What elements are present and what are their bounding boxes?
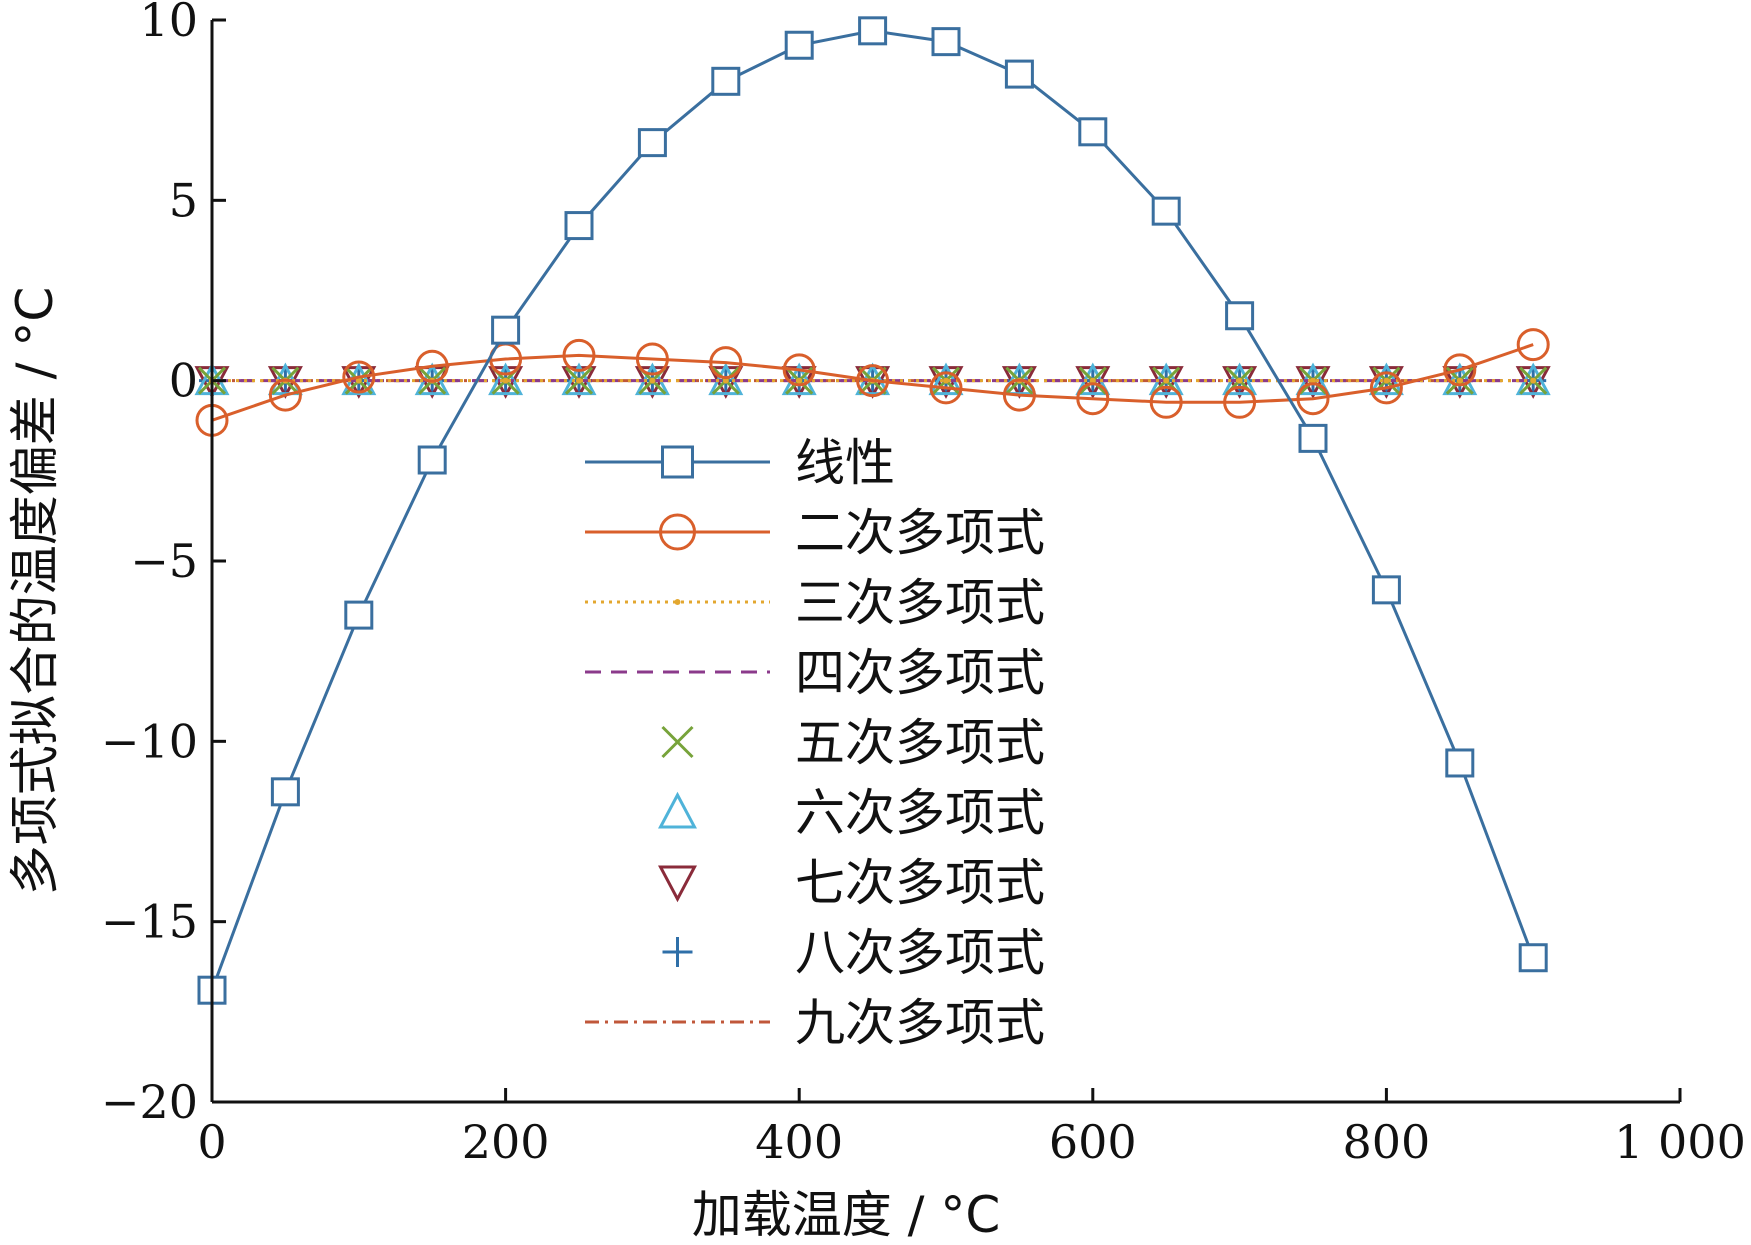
legend-entry: 六次多项式 xyxy=(658,784,1045,842)
series-1-point xyxy=(637,128,667,158)
y-tick-label: −15 xyxy=(101,895,198,949)
legend-entry: 八次多项式 xyxy=(662,924,1045,982)
series-1-point xyxy=(931,27,961,57)
series-1-point xyxy=(417,445,447,475)
series-2-point xyxy=(268,378,302,412)
series-3-point xyxy=(943,377,949,384)
series-3-point xyxy=(355,377,362,384)
y-tick-label: 0 xyxy=(169,354,198,408)
series-3-point xyxy=(1383,377,1390,384)
series-1 xyxy=(197,16,1548,1005)
legend-label: 三次多项式 xyxy=(795,574,1045,632)
legend-label: 线性 xyxy=(795,434,895,492)
series-1-point xyxy=(1298,423,1328,453)
series-2-point xyxy=(709,346,743,380)
legend-marker xyxy=(658,865,697,903)
series-3-point xyxy=(796,377,803,384)
series-2-point xyxy=(1443,353,1477,387)
series-2-point xyxy=(342,360,376,394)
series-1-point xyxy=(1371,575,1401,605)
series-2-point xyxy=(782,353,816,387)
y-tick-label: 5 xyxy=(169,173,198,227)
series-2-point xyxy=(1076,382,1110,416)
series-3-point xyxy=(1456,377,1463,384)
series-2-point xyxy=(635,342,669,376)
series-1-point xyxy=(1445,748,1475,778)
legend-marker xyxy=(658,791,697,829)
y-tick-label: −10 xyxy=(101,714,198,768)
series-3 xyxy=(209,377,1537,384)
series-2-point xyxy=(415,349,449,383)
series-3-point xyxy=(1310,377,1316,384)
legend-label: 六次多项式 xyxy=(795,784,1045,842)
series-3-point xyxy=(1236,377,1243,384)
series-1-point xyxy=(1151,196,1181,226)
series-1-point xyxy=(858,16,888,46)
series-3-point xyxy=(649,377,656,384)
series-3-point xyxy=(1163,377,1170,384)
legend-label: 四次多项式 xyxy=(795,644,1045,702)
x-tick-label: 600 xyxy=(1049,1115,1137,1169)
x-tick-label: 1 000 xyxy=(1614,1115,1746,1169)
series-3-point xyxy=(502,377,509,384)
series-2-point xyxy=(1296,382,1330,416)
y-tick-label: 10 xyxy=(139,0,198,47)
x-tick-label: 400 xyxy=(755,1115,843,1169)
series-2-point xyxy=(1002,378,1036,412)
series-2-line xyxy=(211,343,1534,422)
series-3-point xyxy=(722,377,729,384)
series-1-point xyxy=(784,30,814,60)
series-1-point xyxy=(270,777,300,807)
series-3-point xyxy=(1089,377,1096,384)
legend-entry: 三次多项式 xyxy=(585,574,1045,632)
series-2-point xyxy=(856,364,890,398)
plot-area xyxy=(194,16,1551,1005)
series-1-point xyxy=(1078,117,1108,147)
series-2-point xyxy=(562,338,596,372)
y-axis-title: 多项式拟合的温度偏差 / °C xyxy=(6,287,64,896)
legend-marker xyxy=(659,513,696,551)
legend-entry: 四次多项式 xyxy=(585,644,1045,702)
legend-marker xyxy=(661,725,694,759)
series-1-point xyxy=(1225,301,1255,331)
legend-label: 七次多项式 xyxy=(795,854,1045,912)
legend-entry: 九次多项式 xyxy=(585,994,1045,1052)
series-1-point xyxy=(344,600,374,630)
series-1-point xyxy=(1518,943,1548,973)
series-2 xyxy=(195,328,1550,437)
legend-label: 九次多项式 xyxy=(795,994,1045,1052)
x-tick-label: 0 xyxy=(197,1115,226,1169)
legend-entry: 线性 xyxy=(585,434,895,492)
series-2-point xyxy=(1223,385,1257,419)
x-tick-label: 200 xyxy=(462,1115,550,1169)
series-3-point xyxy=(1530,377,1537,384)
legend-entry: 七次多项式 xyxy=(658,854,1045,912)
legend-marker xyxy=(661,445,694,479)
legend-entry: 五次多项式 xyxy=(661,714,1045,772)
x-axis-title: 加载温度 / °C xyxy=(692,1186,1001,1244)
series-2-point xyxy=(1516,328,1550,362)
legend-label: 二次多项式 xyxy=(795,504,1045,562)
legend-label: 五次多项式 xyxy=(795,714,1045,772)
x-tick-label: 800 xyxy=(1342,1115,1430,1169)
y-tick-label: −20 xyxy=(101,1075,198,1129)
series-2-point xyxy=(1369,371,1403,405)
series-2-point xyxy=(1149,385,1183,419)
legend-marker xyxy=(674,599,681,605)
series-1-point xyxy=(564,211,594,241)
y-tick-label: −5 xyxy=(130,534,198,588)
series-2-point xyxy=(929,371,963,405)
legend-entry: 二次多项式 xyxy=(585,504,1045,562)
series-1-point xyxy=(1004,59,1034,89)
series-1-point xyxy=(711,66,741,96)
series-3-point xyxy=(576,377,582,384)
series-1-point xyxy=(491,315,521,345)
legend: 线性二次多项式三次多项式四次多项式五次多项式六次多项式七次多项式八次多项式九次多… xyxy=(585,434,1045,1052)
axes: 0 200 400 600 800 1 000 −20 −15 −10 −5 0 5 10 xyxy=(101,0,1746,1169)
legend-label: 八次多项式 xyxy=(795,924,1045,982)
legend-marker xyxy=(662,937,693,967)
